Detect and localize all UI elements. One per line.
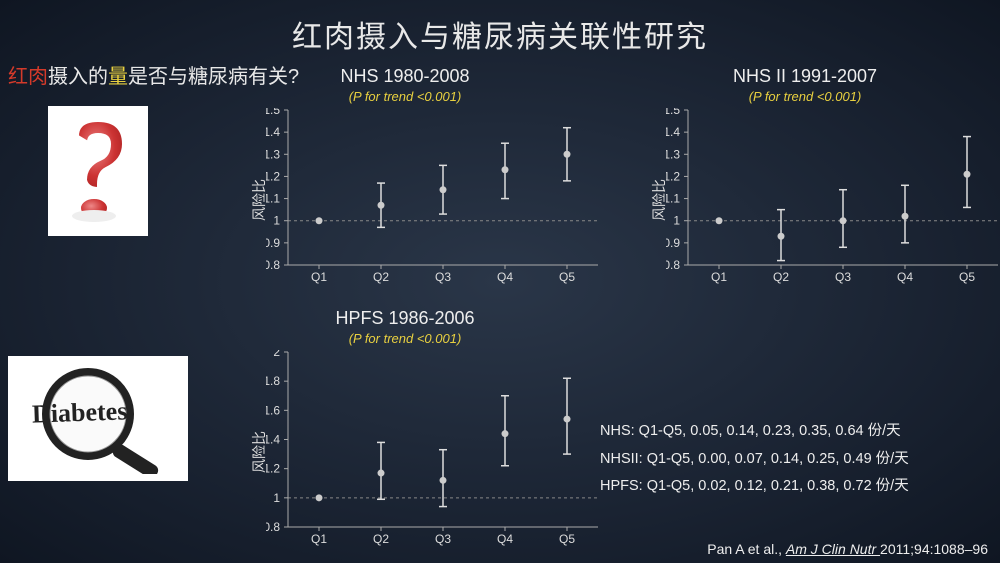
chart-ylabel: 风险比	[249, 431, 269, 473]
svg-text:1.3: 1.3	[666, 147, 680, 161]
chart-ylabel: 风险比	[649, 179, 669, 221]
svg-text:Q5: Q5	[959, 270, 975, 284]
svg-text:Q1: Q1	[311, 270, 327, 284]
svg-text:Q2: Q2	[373, 532, 389, 546]
data-point	[902, 213, 909, 220]
chart-pvalue: (P for trend <0.001)	[630, 89, 980, 104]
svg-text:1.3: 1.3	[266, 147, 280, 161]
data-point	[502, 166, 509, 173]
svg-text:0.8: 0.8	[266, 520, 280, 534]
question-red: 红肉	[8, 66, 48, 88]
chart-plot: 0.80.911.11.21.31.41.5Q1Q2Q3Q4Q5	[266, 108, 602, 287]
svg-text:1.5: 1.5	[266, 108, 280, 117]
data-point	[564, 416, 571, 423]
svg-text:1.8: 1.8	[266, 374, 280, 388]
svg-text:0.9: 0.9	[266, 236, 280, 250]
diabetes-image: Diabetes	[8, 356, 188, 481]
chart-pvalue: (P for trend <0.001)	[230, 89, 580, 104]
page-title: 红肉摄入与糖尿病关联性研究	[0, 0, 1000, 56]
svg-text:1.4: 1.4	[666, 125, 680, 139]
svg-text:0.8: 0.8	[666, 258, 680, 272]
citation-journal: Am J Clin Nutr	[786, 541, 880, 557]
svg-text:1: 1	[673, 214, 680, 228]
svg-text:0.8: 0.8	[266, 258, 280, 272]
data-point	[440, 477, 447, 484]
chart-hpfs: HPFS 1986-2006 (P for trend <0.001) 风险比 0.8…	[230, 308, 580, 554]
data-point	[378, 202, 385, 209]
chart-nhs2: NHS II 1991-2007 (P for trend <0.001) 风险比 0…	[630, 66, 980, 292]
data-point	[564, 151, 571, 158]
legend-row: NHS: Q1-Q5, 0.05, 0.14, 0.23, 0.35, 0.64…	[600, 418, 909, 446]
legend-row: NHSII: Q1-Q5, 0.00, 0.07, 0.14, 0.25, 0.…	[600, 446, 909, 474]
diabetes-label: Diabetes	[32, 396, 128, 429]
data-point	[502, 430, 509, 437]
svg-text:2: 2	[273, 350, 280, 359]
citation-prefix: Pan A et al.,	[707, 541, 786, 557]
svg-text:Q3: Q3	[835, 270, 851, 284]
data-point	[316, 494, 323, 501]
meat-question-icon	[58, 116, 138, 226]
svg-text:Q2: Q2	[773, 270, 789, 284]
legend-row: HPFS: Q1-Q5, 0.02, 0.12, 0.21, 0.38, 0.7…	[600, 473, 909, 501]
data-point	[778, 233, 785, 240]
svg-text:1: 1	[273, 214, 280, 228]
svg-text:1.4: 1.4	[266, 125, 280, 139]
chart-nhs: NHS 1980-2008 (P for trend <0.001) 风险比 0.8 0…	[230, 66, 580, 292]
svg-text:Q3: Q3	[435, 270, 451, 284]
svg-text:Q1: Q1	[311, 532, 327, 546]
data-point	[440, 186, 447, 193]
chart-ylabel: 风险比	[249, 179, 269, 221]
question-white1: 摄入的	[48, 66, 108, 88]
chart-title: HPFS 1986-2006	[230, 308, 580, 329]
svg-text:Q3: Q3	[435, 532, 451, 546]
question-yellow: 量	[108, 66, 128, 88]
data-point	[840, 217, 847, 224]
chart-plot: 0.811.21.41.61.82Q1Q2Q3Q4Q5	[266, 350, 602, 549]
citation-suffix: 2011;94:1088–96	[880, 541, 988, 557]
data-point	[316, 217, 323, 224]
chart-pvalue: (P for trend <0.001)	[230, 331, 580, 346]
data-point	[378, 470, 385, 477]
svg-text:1.6: 1.6	[266, 403, 280, 417]
svg-text:Q4: Q4	[497, 270, 513, 284]
svg-text:Q2: Q2	[373, 270, 389, 284]
svg-text:Q5: Q5	[559, 532, 575, 546]
svg-text:Q4: Q4	[897, 270, 913, 284]
citation: Pan A et al., Am J Clin Nutr 2011;94:108…	[707, 541, 988, 557]
chart-plot: 0.80.911.11.21.31.41.5Q1Q2Q3Q4Q5	[666, 108, 1000, 287]
data-point	[964, 171, 971, 178]
svg-text:Q5: Q5	[559, 270, 575, 284]
svg-text:Q4: Q4	[497, 532, 513, 546]
meat-question-image	[48, 106, 148, 236]
chart-title: NHS II 1991-2007	[630, 66, 980, 87]
data-point	[716, 217, 723, 224]
svg-text:Q1: Q1	[711, 270, 727, 284]
svg-text:1.5: 1.5	[666, 108, 680, 117]
svg-text:1: 1	[273, 491, 280, 505]
svg-text:0.9: 0.9	[666, 236, 680, 250]
chart-title: NHS 1980-2008	[230, 66, 580, 87]
quintile-legend: NHS: Q1-Q5, 0.05, 0.14, 0.23, 0.35, 0.64…	[600, 418, 909, 501]
